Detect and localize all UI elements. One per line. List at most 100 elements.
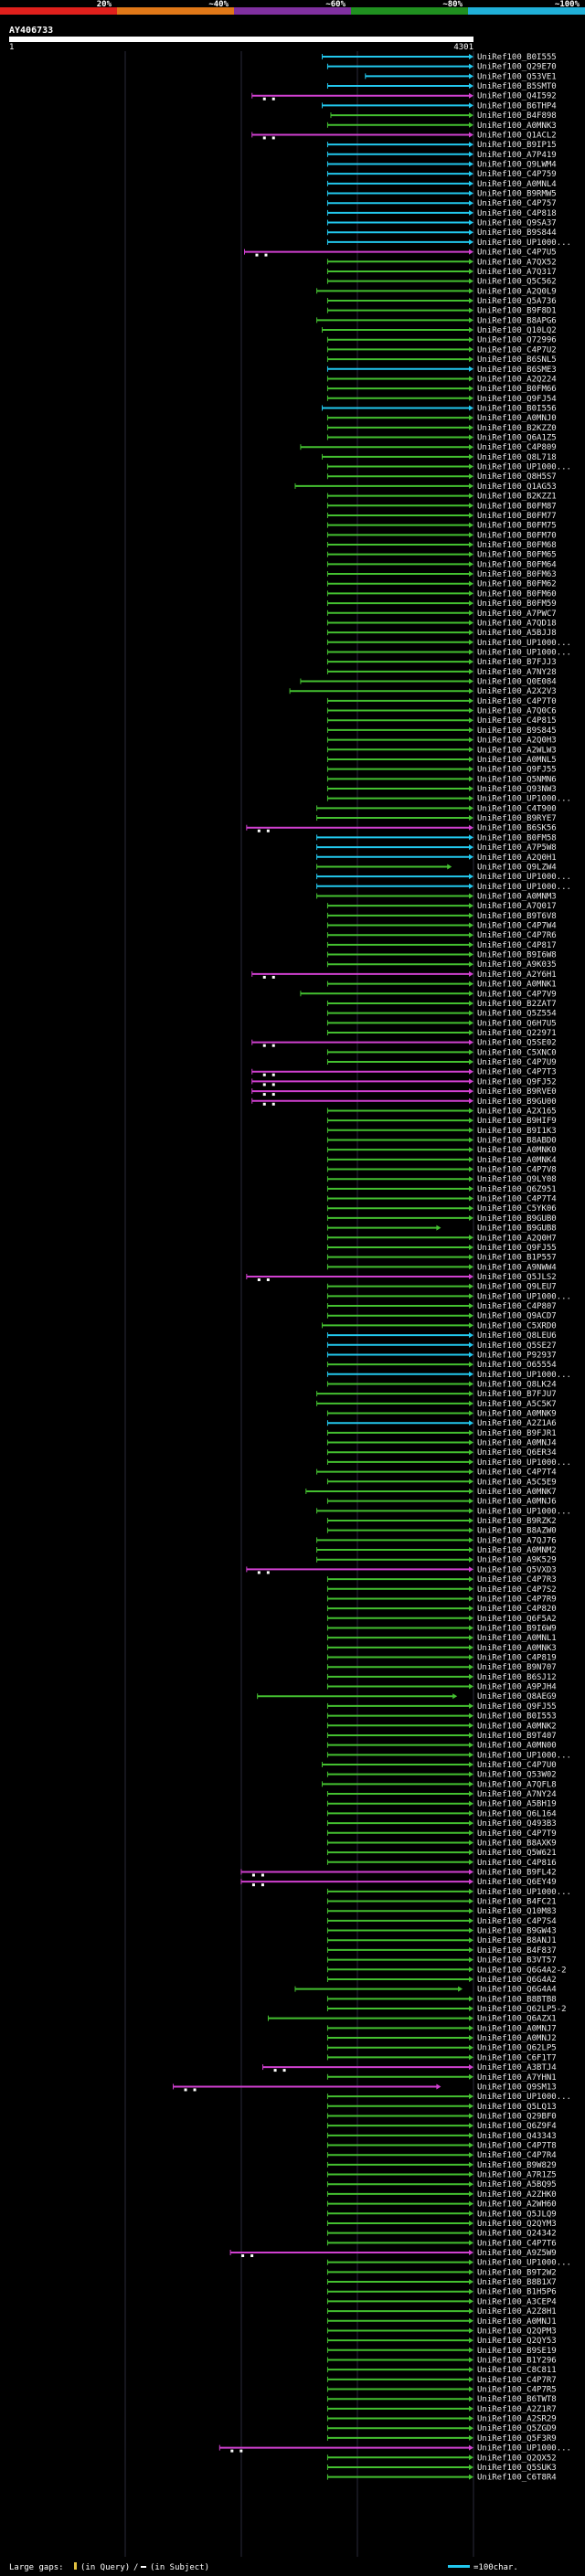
hit-label[interactable]: UniRef100_A0MNK1 bbox=[477, 981, 557, 990]
hit-row[interactable]: UniRef100_Q6Z9F4 bbox=[326, 2122, 557, 2131]
hit-row[interactable]: UniRef100_C4P7V8 bbox=[326, 1166, 557, 1175]
hit-row[interactable]: UniRef100_B9S844 bbox=[326, 228, 557, 238]
hit-row[interactable]: UniRef100_Q4I592 bbox=[251, 92, 557, 101]
hit-row[interactable]: UniRef100_B9GW43 bbox=[326, 1927, 557, 1936]
hit-label[interactable]: UniRef100_A0MNM3 bbox=[477, 892, 557, 901]
hit-row[interactable]: UniRef100_C4P757 bbox=[326, 199, 557, 208]
hit-label[interactable]: UniRef100_B1H5P6 bbox=[477, 2288, 557, 2297]
hit-row[interactable]: UniRef100_A2ZHK0 bbox=[326, 2190, 557, 2200]
hit-label[interactable]: UniRef100_A7P419 bbox=[477, 151, 557, 160]
hit-row[interactable]: UniRef100_Q43343 bbox=[326, 2132, 557, 2141]
hit-label[interactable]: UniRef100_Q10M83 bbox=[477, 1907, 557, 1916]
hit-row[interactable]: UniRef100_A0MNK3 bbox=[326, 1644, 557, 1653]
hit-label[interactable]: UniRef100_Q4I592 bbox=[477, 92, 557, 101]
hit-label[interactable]: UniRef100_A7QFL8 bbox=[477, 1780, 557, 1789]
hit-row[interactable]: UniRef100_B8BTB8 bbox=[326, 1995, 557, 2004]
hit-row[interactable]: UniRef100_A7Q0C6 bbox=[326, 707, 557, 716]
hit-row[interactable]: UniRef100_Q5VXD3 bbox=[246, 1565, 557, 1574]
hit-row[interactable]: UniRef100_A9NWW4 bbox=[326, 1263, 557, 1272]
hit-row[interactable]: UniRef100_A2Y6H1 bbox=[251, 970, 557, 980]
hit-row[interactable]: UniRef100_C4P7T8 bbox=[326, 2142, 557, 2151]
hit-row[interactable]: UniRef100_A0MNJ2 bbox=[326, 2034, 557, 2043]
hit-row[interactable]: UniRef100_Q8LK24 bbox=[326, 1380, 557, 1389]
hit-label[interactable]: UniRef100_A2SR29 bbox=[477, 2415, 557, 2424]
hit-label[interactable]: UniRef100_B0FM62 bbox=[477, 580, 557, 589]
hit-row[interactable]: UniRef100_Q8L718 bbox=[322, 453, 557, 462]
hit-row[interactable]: UniRef100_C4P7T9 bbox=[326, 1829, 557, 1839]
hit-label[interactable]: UniRef100_C4P809 bbox=[477, 443, 557, 452]
hit-row[interactable]: UniRef100_Q9FJ54 bbox=[326, 395, 557, 404]
hit-row[interactable]: UniRef100_Q6EY49 bbox=[240, 1878, 557, 1887]
hit-label[interactable]: UniRef100_Q6EY49 bbox=[477, 1878, 557, 1887]
hit-label[interactable]: UniRef100_Q10LQ2 bbox=[477, 326, 557, 335]
hit-row[interactable]: UniRef100_B9GUB0 bbox=[326, 1214, 557, 1224]
hit-label[interactable]: UniRef100_B2KZZ0 bbox=[477, 424, 557, 433]
hit-label[interactable]: UniRef100_A3CEP4 bbox=[477, 2297, 557, 2306]
hit-label[interactable]: UniRef100_C4P807 bbox=[477, 1302, 557, 1311]
hit-row[interactable]: UniRef100_C8C811 bbox=[326, 2366, 557, 2375]
hit-row[interactable]: UniRef100_C4P7T6 bbox=[326, 2239, 557, 2248]
hit-row[interactable]: UniRef100_UP1000... bbox=[326, 1292, 571, 1301]
hit-row[interactable]: UniRef100_A0MNK9 bbox=[326, 1410, 557, 1419]
hit-row[interactable]: UniRef100_A2Z1A6 bbox=[326, 1419, 557, 1428]
hit-row[interactable]: UniRef100_A0MNM2 bbox=[316, 1546, 557, 1555]
hit-row[interactable]: UniRef100_Q5W621 bbox=[326, 1849, 557, 1858]
hit-row[interactable]: UniRef100_C4P759 bbox=[326, 170, 557, 179]
hit-row[interactable]: UniRef100_B1H5P6 bbox=[326, 2288, 557, 2297]
hit-label[interactable]: UniRef100_Q8L718 bbox=[477, 453, 557, 462]
hit-label[interactable]: UniRef100_Q29BF0 bbox=[477, 2112, 557, 2121]
hit-row[interactable]: UniRef100_UP1000... bbox=[326, 1888, 571, 1897]
hit-label[interactable]: UniRef100_A7NY28 bbox=[477, 668, 557, 677]
hit-label[interactable]: UniRef100_A2Q224 bbox=[477, 375, 557, 384]
hit-row[interactable]: UniRef100_Q5C562 bbox=[326, 278, 557, 287]
hit-label[interactable]: UniRef100_B2ZAT7 bbox=[477, 1000, 557, 1009]
hit-label[interactable]: UniRef100_B9I1K3 bbox=[477, 1127, 557, 1136]
hit-row[interactable]: UniRef100_Q6F5A2 bbox=[326, 1615, 557, 1624]
hit-label[interactable]: UniRef100_Q6G4A4 bbox=[477, 1986, 557, 1995]
hit-row[interactable]: UniRef100_B4F898 bbox=[330, 111, 557, 121]
hit-label[interactable]: UniRef100_C4P7U9 bbox=[477, 1058, 557, 1067]
hit-row[interactable]: UniRef100_C4P816 bbox=[326, 1859, 557, 1868]
hit-row[interactable]: UniRef100_A2Z1R7 bbox=[326, 2405, 557, 2414]
hit-label[interactable]: UniRef100_A7Q317 bbox=[477, 268, 557, 277]
hit-label[interactable]: UniRef100_A7YHN1 bbox=[477, 2073, 557, 2083]
hit-label[interactable]: UniRef100_Q6ER34 bbox=[477, 1448, 557, 1458]
hit-label[interactable]: UniRef100_UP1000... bbox=[477, 2259, 571, 2268]
hit-label[interactable]: UniRef100_B6SME3 bbox=[477, 366, 557, 375]
hit-row[interactable]: UniRef100_Q6A1Z5 bbox=[326, 434, 557, 443]
hit-row[interactable]: UniRef100_O65554 bbox=[326, 1361, 557, 1370]
hit-label[interactable]: UniRef100_B9GU00 bbox=[477, 1097, 557, 1107]
hit-label[interactable]: UniRef100_B0FM65 bbox=[477, 551, 557, 560]
hit-row[interactable]: UniRef100_B8AXK9 bbox=[326, 1839, 557, 1848]
hit-label[interactable]: UniRef100_Q22971 bbox=[477, 1029, 557, 1038]
hit-label[interactable]: UniRef100_C4P7V9 bbox=[477, 990, 557, 999]
hit-label[interactable]: UniRef100_A7QD18 bbox=[477, 619, 557, 628]
hit-label[interactable]: UniRef100_O65554 bbox=[477, 1361, 557, 1370]
hit-row[interactable]: UniRef100_A2Q0H1 bbox=[316, 853, 557, 863]
hit-row[interactable]: UniRef100_B9GU00 bbox=[251, 1097, 557, 1107]
hit-row[interactable]: UniRef100_A2SR29 bbox=[326, 2415, 557, 2424]
hit-label[interactable]: UniRef100_C8C811 bbox=[477, 2366, 557, 2375]
hit-label[interactable]: UniRef100_A9K035 bbox=[477, 960, 557, 970]
hit-label[interactable]: UniRef100_B9RVE0 bbox=[477, 1087, 557, 1097]
hit-row[interactable]: UniRef100_B0FM65 bbox=[326, 551, 557, 560]
hit-label[interactable]: UniRef100_C4P7R9 bbox=[477, 1595, 557, 1604]
hit-row[interactable]: UniRef100_A0MNK4 bbox=[326, 1156, 557, 1165]
hit-label[interactable]: UniRef100_Q493B3 bbox=[477, 1819, 557, 1829]
hit-row[interactable]: UniRef100_B9I6W9 bbox=[326, 1624, 557, 1633]
hit-label[interactable]: UniRef100_B4FC21 bbox=[477, 1898, 557, 1907]
hit-row[interactable]: UniRef100_Q0E084 bbox=[300, 678, 557, 687]
hit-row[interactable]: UniRef100_C4P7T3 bbox=[251, 1068, 557, 1077]
hit-label[interactable]: UniRef100_B6SJ12 bbox=[477, 1673, 557, 1682]
hit-label[interactable]: UniRef100_C4T900 bbox=[477, 804, 557, 813]
hit-label[interactable]: UniRef100_A2X2V3 bbox=[477, 687, 557, 696]
hit-row[interactable]: UniRef100_A7QX52 bbox=[326, 258, 557, 267]
hit-label[interactable]: UniRef100_A0MNJ1 bbox=[477, 2317, 557, 2327]
hit-label[interactable]: UniRef100_B9RMW5 bbox=[477, 190, 557, 199]
hit-label[interactable]: UniRef100_B8AXK9 bbox=[477, 1839, 557, 1848]
hit-label[interactable]: UniRef100_B9T6V8 bbox=[477, 912, 557, 921]
hit-label[interactable]: UniRef100_Q29E70 bbox=[477, 63, 557, 72]
hit-row[interactable]: UniRef100_A0MNL1 bbox=[326, 1634, 557, 1643]
hit-row[interactable]: UniRef100_UP1000... bbox=[316, 1507, 571, 1516]
hit-label[interactable]: UniRef100_B9S844 bbox=[477, 228, 557, 238]
